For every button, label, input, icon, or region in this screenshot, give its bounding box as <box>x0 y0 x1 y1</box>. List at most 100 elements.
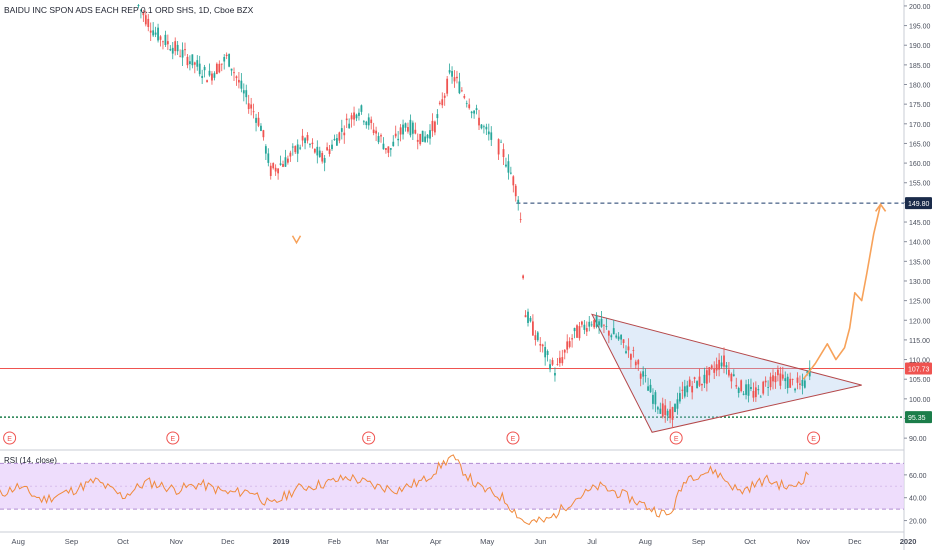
v-marker <box>291 235 302 245</box>
candle-body <box>561 357 564 364</box>
price-tick-label: 170.00 <box>909 122 931 129</box>
candle-body <box>752 390 755 398</box>
candle-body <box>505 164 507 167</box>
candle-body <box>323 158 326 163</box>
candle-body <box>588 321 591 327</box>
candle-body <box>443 95 446 98</box>
candle-body <box>380 135 382 137</box>
candle-body <box>791 378 794 380</box>
candle-body <box>186 56 189 66</box>
candle-body <box>458 81 461 94</box>
candle-body <box>240 80 243 89</box>
candle-body <box>573 327 576 332</box>
candle-body <box>705 370 708 384</box>
candle-body <box>159 36 162 40</box>
candle-body <box>184 49 186 51</box>
candle-body <box>140 9 142 11</box>
candle-body <box>774 376 777 383</box>
candle-body <box>460 90 463 92</box>
candle-body <box>637 360 640 365</box>
candle-body <box>772 375 774 382</box>
candle-body <box>411 122 414 134</box>
price-tick-label: 195.00 <box>909 24 931 31</box>
candle-body <box>419 133 422 145</box>
candle-body <box>806 371 809 374</box>
candle-body <box>620 334 623 340</box>
projection-arrow-path <box>802 204 882 380</box>
candle-body <box>301 135 304 141</box>
candle-body <box>453 77 456 82</box>
candle-body <box>228 54 231 67</box>
candle-body <box>808 367 811 377</box>
candle-body <box>277 168 280 174</box>
candle-body <box>612 328 615 335</box>
candle-body <box>549 364 551 370</box>
candle-body <box>634 361 637 366</box>
candle-body <box>296 144 299 154</box>
candle-body <box>473 110 476 114</box>
candle-body <box>671 407 674 420</box>
candle-body <box>338 132 341 141</box>
candle-body <box>385 148 387 150</box>
candle-body <box>747 384 750 396</box>
candle-body <box>710 365 713 368</box>
candle-body <box>769 376 772 388</box>
candle-body <box>554 372 556 376</box>
price-tick-label: 160.00 <box>909 161 931 168</box>
candle-body <box>683 386 686 397</box>
earnings-marker <box>362 431 376 445</box>
price-label-text: 95.35 <box>908 415 926 422</box>
candle-body <box>713 368 716 373</box>
candle-body <box>779 373 782 386</box>
candle-body <box>331 144 333 150</box>
candle-body <box>169 48 172 51</box>
candle-body <box>262 130 265 138</box>
candle-body <box>350 115 353 120</box>
candle-body <box>208 70 211 76</box>
candle-body <box>615 335 618 338</box>
candle-body <box>404 123 407 128</box>
price-tick-label: 140.00 <box>909 240 931 247</box>
candle-body <box>414 129 417 134</box>
candle-body <box>656 407 659 410</box>
earnings-marker <box>807 431 821 445</box>
candle-body <box>269 165 272 176</box>
candle-body <box>250 104 253 109</box>
candle-body <box>483 126 485 128</box>
candle-body <box>416 139 419 142</box>
candle-body <box>686 385 689 393</box>
candle-body <box>507 161 510 173</box>
candle-body <box>252 111 255 113</box>
candle-body <box>661 403 664 417</box>
candle-body <box>607 330 610 336</box>
candle-body <box>625 351 627 354</box>
candle-body <box>238 79 240 83</box>
candle-body <box>429 130 431 139</box>
earnings-marker-label: E <box>7 436 12 443</box>
candle-body <box>524 315 527 318</box>
candle-body <box>652 394 654 404</box>
time-tick-label: Dec <box>221 537 235 546</box>
candle-body <box>617 336 620 340</box>
candle-body <box>147 18 150 27</box>
candle-body <box>556 363 559 365</box>
candle-body <box>536 332 539 341</box>
candle-body <box>786 376 789 389</box>
earnings-marker-label: E <box>511 436 516 443</box>
candle-body <box>242 90 245 94</box>
candle-body <box>497 139 500 155</box>
candle-body <box>698 376 701 386</box>
candle-body <box>272 163 275 169</box>
candle-body <box>757 389 760 391</box>
price-tick-label: 145.00 <box>909 220 931 227</box>
candle-body <box>598 321 600 326</box>
candle-body <box>801 379 804 386</box>
rsi-label: RSI (14, close) <box>4 456 57 465</box>
candle-body <box>196 60 199 67</box>
price-tick-label: 130.00 <box>909 279 931 286</box>
candle-body <box>590 324 593 326</box>
candle-body <box>544 347 547 358</box>
candle-body <box>764 380 767 383</box>
